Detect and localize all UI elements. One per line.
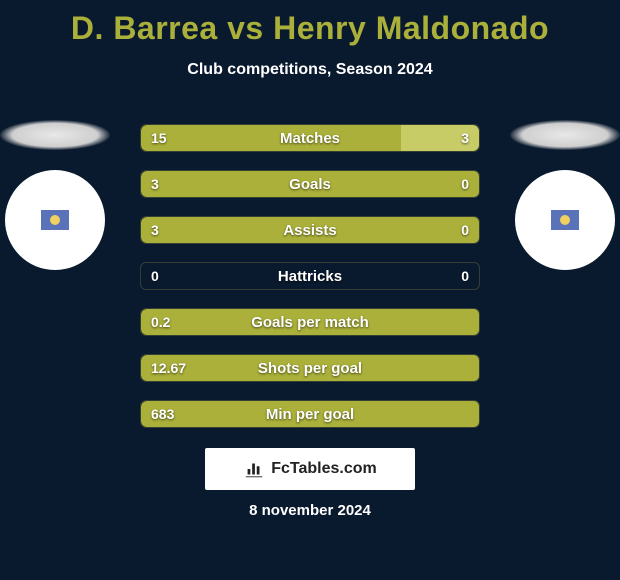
flag-icon: [551, 210, 579, 230]
player-left-column: [0, 120, 110, 270]
stat-left-value: 0: [151, 263, 159, 289]
stat-left-fill: [141, 125, 401, 151]
stat-left-fill: [141, 217, 479, 243]
stat-row: 0.2Goals per match: [140, 308, 480, 336]
stat-left-fill: [141, 309, 479, 335]
stat-row: 0 0Hattricks: [140, 262, 480, 290]
brand-badge: FcTables.com: [205, 448, 415, 490]
stat-label: Hattricks: [141, 263, 479, 289]
player-left-avatar: [5, 170, 105, 270]
comparison-subtitle: Club competitions, Season 2024: [0, 61, 620, 79]
stat-right-value: 0: [461, 263, 469, 289]
stat-right-fill: [401, 125, 479, 151]
player-right-avatar: [515, 170, 615, 270]
stat-row: 12.67Shots per goal: [140, 354, 480, 382]
comparison-title: D. Barrea vs Henry Maldonado: [0, 0, 620, 47]
stat-row: 683Min per goal: [140, 400, 480, 428]
stat-row: 153Matches: [140, 124, 480, 152]
chart-icon: [243, 458, 265, 480]
stat-left-fill: [141, 401, 479, 427]
footer-date: 8 november 2024: [0, 502, 620, 519]
stat-left-fill: [141, 171, 479, 197]
stat-row: 30Assists: [140, 216, 480, 244]
stats-bars-container: 153Matches 30Goals 30Assists 0 0Hattricks 0.2…: [140, 124, 480, 428]
flag-icon: [41, 210, 69, 230]
player-right-column: [510, 120, 620, 270]
player-left-shadow: [0, 120, 110, 150]
stat-row: 30Goals: [140, 170, 480, 198]
stat-left-fill: [141, 355, 479, 381]
player-right-shadow: [510, 120, 620, 150]
brand-text: FcTables.com: [271, 460, 377, 478]
